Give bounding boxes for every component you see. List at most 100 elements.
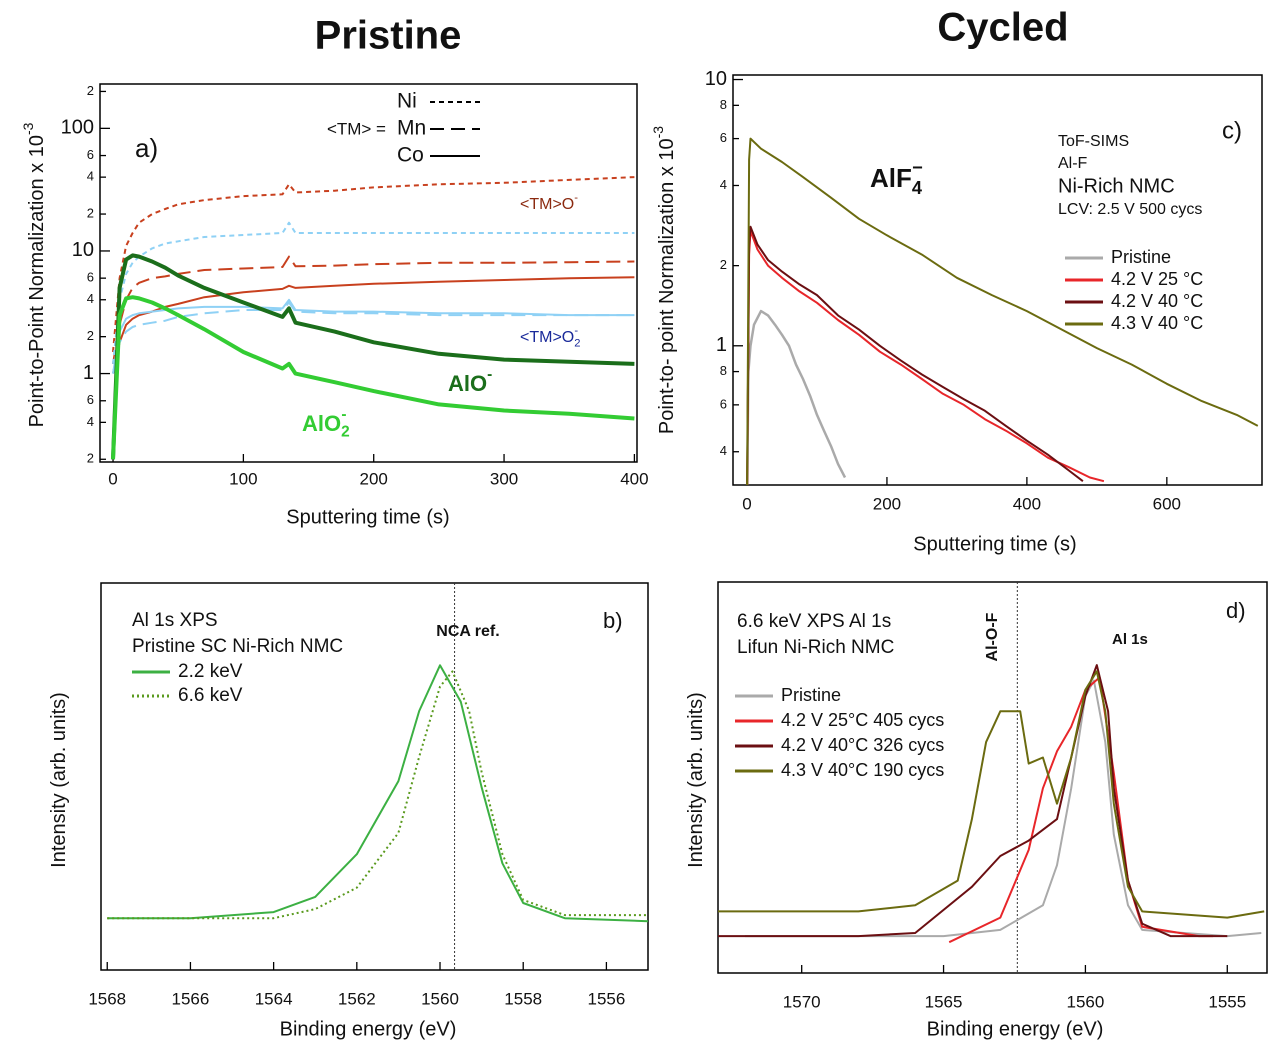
note: Lifun Ni-Rich NMC <box>737 637 894 658</box>
series-line <box>111 253 635 460</box>
legend-label: Pristine <box>781 685 841 705</box>
note: Pristine SC Ni-Rich NMC <box>132 636 343 657</box>
y-axis-label-sup: -3 <box>20 122 36 135</box>
note: Ni-Rich NMC <box>1058 175 1175 197</box>
annotation-text: <TM>O <box>520 196 574 213</box>
y-tick-label: 4 <box>87 414 94 429</box>
y-tick-label: 1 <box>83 362 94 384</box>
column-title: Cycled <box>937 6 1068 50</box>
x-tick-label: 0 <box>108 469 117 488</box>
annotation: AlF4− <box>870 157 923 198</box>
y-axis-label: Point-to- point Normalization x 10-3 <box>650 126 679 434</box>
y-tick-label: 2 <box>87 451 94 466</box>
x-tick-label: 1570 <box>783 992 821 1011</box>
annotation-sup: - <box>574 325 578 337</box>
annotation-sup: − <box>912 157 923 177</box>
legend-label: 2.2 keV <box>178 661 243 682</box>
x-tick-label: 200 <box>873 494 901 513</box>
annotation-text: AlO <box>448 371 487 396</box>
annotation-sub: 2 <box>341 424 350 441</box>
legend-label: Ni <box>397 90 417 113</box>
x-axis-label: Binding energy (eV) <box>280 1018 457 1040</box>
legend-label: 4.2 V 40°C 326 cycs <box>781 735 944 755</box>
series-line <box>112 298 635 374</box>
x-tick-label: 200 <box>360 469 388 488</box>
y-tick-label: 6 <box>87 270 94 285</box>
series-line <box>112 255 635 365</box>
y-tick-label: 2 <box>87 328 94 343</box>
y-tick-label: 8 <box>720 363 727 378</box>
series-line <box>746 137 1259 485</box>
x-tick-label: 1558 <box>504 989 542 1008</box>
annotation-text: AlO <box>302 411 341 436</box>
y-tick-label: 4 <box>720 443 727 458</box>
annotation-sub: 2 <box>574 338 580 350</box>
legend-prefix: <TM> = <box>327 119 386 138</box>
annotation-sup: - <box>487 366 492 383</box>
y-axis-label-text: Intensity (arb. units) <box>48 692 70 868</box>
y-tick-label: 2 <box>87 205 94 220</box>
annotation: AlO2- <box>302 406 350 441</box>
annotation-text: Al 1s <box>1112 631 1148 648</box>
panel-label: d) <box>1226 598 1246 623</box>
y-axis-label-sup: -3 <box>650 126 666 139</box>
x-tick-label: 1562 <box>338 989 376 1008</box>
annotation-sub: 4 <box>912 178 923 198</box>
x-tick-label: 300 <box>490 469 518 488</box>
series-line <box>111 295 635 460</box>
y-axis-label-text: Point-to- point Normalization x 10 <box>656 138 678 434</box>
reference-label: Al-O-F <box>984 612 1001 661</box>
legend-label: 4.3 V 40 °C <box>1111 313 1203 333</box>
x-tick-label: 1560 <box>421 989 459 1008</box>
x-tick-label: 1556 <box>587 989 625 1008</box>
reference-label: NCA ref. <box>436 623 499 640</box>
x-axis-label: Binding energy (eV) <box>927 1018 1104 1040</box>
note: Al-F <box>1058 155 1088 172</box>
plot-frame <box>732 74 1263 486</box>
legend-label: 4.2 V 25 °C <box>1111 269 1203 289</box>
plot-frame <box>99 83 638 463</box>
y-tick-label: 6 <box>87 392 94 407</box>
annotation-text: AlF <box>870 163 912 193</box>
series-line <box>718 664 1228 938</box>
annotation: <TM>O- <box>520 192 578 213</box>
x-tick-label: 1568 <box>88 989 126 1008</box>
y-tick-label: 6 <box>87 147 94 162</box>
y-tick-label: 8 <box>720 97 727 112</box>
column-title: Pristine <box>315 14 462 58</box>
y-tick-label: 6 <box>720 396 727 411</box>
series-group <box>718 664 1265 944</box>
y-axis-label: Intensity (arb. units) <box>685 692 707 868</box>
x-tick-label: 400 <box>620 469 648 488</box>
annotation: AlO- <box>448 366 492 396</box>
legend-label: 4.3 V 40°C 190 cycs <box>781 760 944 780</box>
annotation-sup: - <box>574 192 578 204</box>
y-tick-label: 6 <box>720 130 727 145</box>
y-axis-label: Point-to-Point Normalization x 10-3 <box>20 122 49 427</box>
panel-label: c) <box>1222 117 1242 144</box>
x-axis-label: Sputtering time (s) <box>286 506 449 528</box>
x-axis-label: Sputtering time (s) <box>913 533 1076 555</box>
x-tick-label: 100 <box>229 469 257 488</box>
note: 6.6 keV XPS Al 1s <box>737 611 891 632</box>
series-line <box>112 176 635 353</box>
series-line <box>112 301 635 374</box>
x-tick-label: 0 <box>742 494 751 513</box>
y-tick-label: 10 <box>705 68 727 90</box>
legend-label: 4.2 V 25°C 405 cycs <box>781 710 944 730</box>
annotation-text: <TM>O <box>520 329 574 346</box>
series-line <box>745 309 847 485</box>
note: Al 1s XPS <box>132 610 218 631</box>
x-tick-label: 400 <box>1013 494 1041 513</box>
note: LCV: 2.5 V 500 cycs <box>1058 201 1202 218</box>
y-tick-label: 10 <box>72 239 94 261</box>
x-tick-label: 600 <box>1153 494 1181 513</box>
x-tick-label: 1565 <box>925 992 963 1011</box>
y-tick-label: 4 <box>87 169 94 184</box>
series-line <box>746 229 1105 485</box>
series-line <box>718 670 1265 919</box>
x-tick-label: 1560 <box>1067 992 1105 1011</box>
series-group <box>745 137 1259 485</box>
